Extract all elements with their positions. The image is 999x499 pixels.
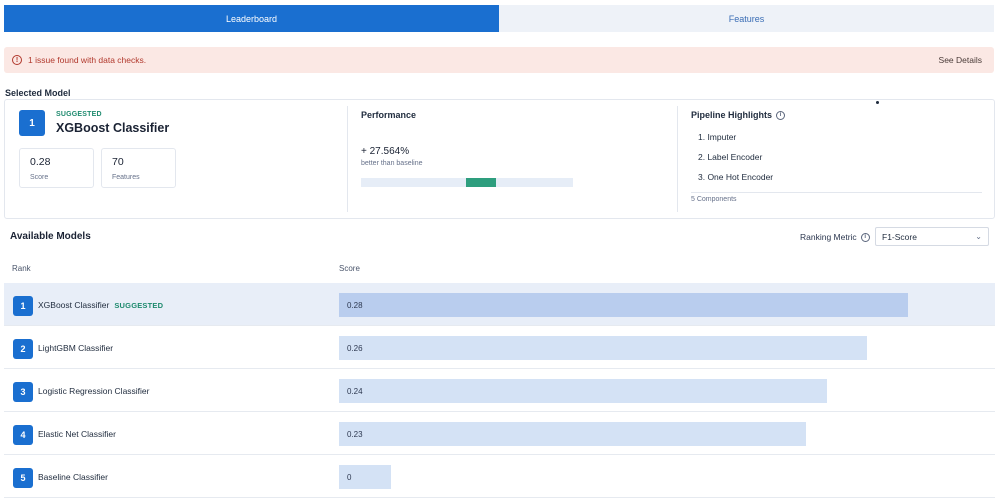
pipeline-separator xyxy=(691,192,982,193)
score-bar xyxy=(339,379,827,403)
data-check-alert: ! 1 issue found with data checks. See De… xyxy=(4,47,994,73)
rank-badge: 3 xyxy=(13,382,33,402)
model-name: Elastic Net Classifier xyxy=(38,429,116,439)
pipeline-item: 2. Label Encoder xyxy=(698,152,763,162)
info-icon[interactable]: i xyxy=(776,110,786,120)
pipeline-title: Pipeline Highlights i xyxy=(691,110,786,120)
dot-marker xyxy=(876,101,879,104)
table-row[interactable]: 3 Logistic Regression Classifier 0.24 xyxy=(4,369,995,412)
features-stat: 70 Features xyxy=(101,148,176,188)
chevron-down-icon: ⌄ xyxy=(975,232,982,241)
pipeline-item: 3. One Hot Encoder xyxy=(698,172,774,182)
models-table: 1 XGBoost Classifier SUGGESTED 0.28 2 Lig… xyxy=(4,283,995,498)
model-name-text: LightGBM Classifier xyxy=(38,343,114,353)
table-row[interactable]: 5 Baseline Classifier 0 xyxy=(4,455,995,498)
ranking-metric-text: Ranking Metric xyxy=(800,232,857,242)
pipeline-title-text: Pipeline Highlights xyxy=(691,110,773,120)
card-divider xyxy=(347,106,348,212)
pipeline-list: 1. Imputer 2. Label Encoder 3. One Hot E… xyxy=(698,132,773,192)
score-label: Score xyxy=(30,174,49,181)
tab-bar: Leaderboard Features xyxy=(4,5,994,32)
model-name-text: Elastic Net Classifier xyxy=(38,429,116,439)
pipeline-item: 1. Imputer xyxy=(698,132,737,142)
model-name: Baseline Classifier xyxy=(38,472,108,482)
selected-model-name: XGBoost Classifier xyxy=(56,121,170,135)
score-value: 0.26 xyxy=(347,344,363,353)
score-value: 0.24 xyxy=(347,387,363,396)
performance-value: + 27.564% xyxy=(361,146,410,157)
suggested-tag: SUGGESTED xyxy=(114,301,164,310)
features-label: Features xyxy=(112,174,140,181)
model-name-text: XGBoost Classifier xyxy=(38,300,110,310)
score-bar xyxy=(339,465,391,489)
tab-leaderboard[interactable]: Leaderboard xyxy=(4,5,499,32)
score-value: 0.28 xyxy=(347,301,363,310)
performance-title: Performance xyxy=(361,110,417,120)
table-row[interactable]: 1 XGBoost Classifier SUGGESTED 0.28 xyxy=(4,283,995,326)
selected-model-card: 1 SUGGESTED XGBoost Classifier 0.28 Scor… xyxy=(4,99,995,219)
score-bar xyxy=(339,293,908,317)
score-bar xyxy=(339,422,806,446)
rank-badge: 2 xyxy=(13,339,33,359)
performance-bar-fill xyxy=(466,178,496,187)
model-name: LightGBM Classifier xyxy=(38,343,113,353)
features-value: 70 xyxy=(112,156,124,168)
ranking-metric-select[interactable]: F1-Score ⌄ xyxy=(875,227,989,246)
model-name: XGBoost Classifier SUGGESTED xyxy=(38,300,163,310)
column-header-rank: Rank xyxy=(12,264,31,273)
pipeline-component-count: 5 Components xyxy=(691,196,737,203)
score-value: 0.28 xyxy=(30,156,51,168)
table-row[interactable]: 4 Elastic Net Classifier 0.23 xyxy=(4,412,995,455)
score-stat: 0.28 Score xyxy=(19,148,94,188)
selected-rank-badge: 1 xyxy=(19,110,45,136)
model-name: Logistic Regression Classifier xyxy=(38,386,150,396)
column-header-score: Score xyxy=(339,264,360,273)
score-bar xyxy=(339,336,867,360)
score-value: 0 xyxy=(347,473,352,482)
rank-badge: 1 xyxy=(13,296,33,316)
table-row[interactable]: 2 LightGBM Classifier 0.26 xyxy=(4,326,995,369)
model-name-text: Logistic Regression Classifier xyxy=(38,386,150,396)
ranking-metric-value: F1-Score xyxy=(882,231,917,242)
suggested-tag: SUGGESTED xyxy=(56,111,102,118)
selected-model-heading: Selected Model xyxy=(5,88,71,98)
alert-message: 1 issue found with data checks. xyxy=(28,55,147,65)
score-value: 0.23 xyxy=(347,430,363,439)
card-divider xyxy=(677,106,678,212)
see-details-link[interactable]: See Details xyxy=(938,55,982,65)
warning-icon: ! xyxy=(12,55,22,65)
info-icon[interactable]: i xyxy=(860,232,870,242)
performance-bar xyxy=(361,178,573,187)
tab-features[interactable]: Features xyxy=(499,5,994,32)
model-name-text: Baseline Classifier xyxy=(38,472,108,482)
ranking-metric-label: Ranking Metric i xyxy=(800,232,870,242)
available-models-heading: Available Models xyxy=(10,231,91,242)
rank-badge: 4 xyxy=(13,425,33,445)
rank-badge: 5 xyxy=(13,468,33,488)
performance-subtitle: better than baseline xyxy=(361,160,423,167)
